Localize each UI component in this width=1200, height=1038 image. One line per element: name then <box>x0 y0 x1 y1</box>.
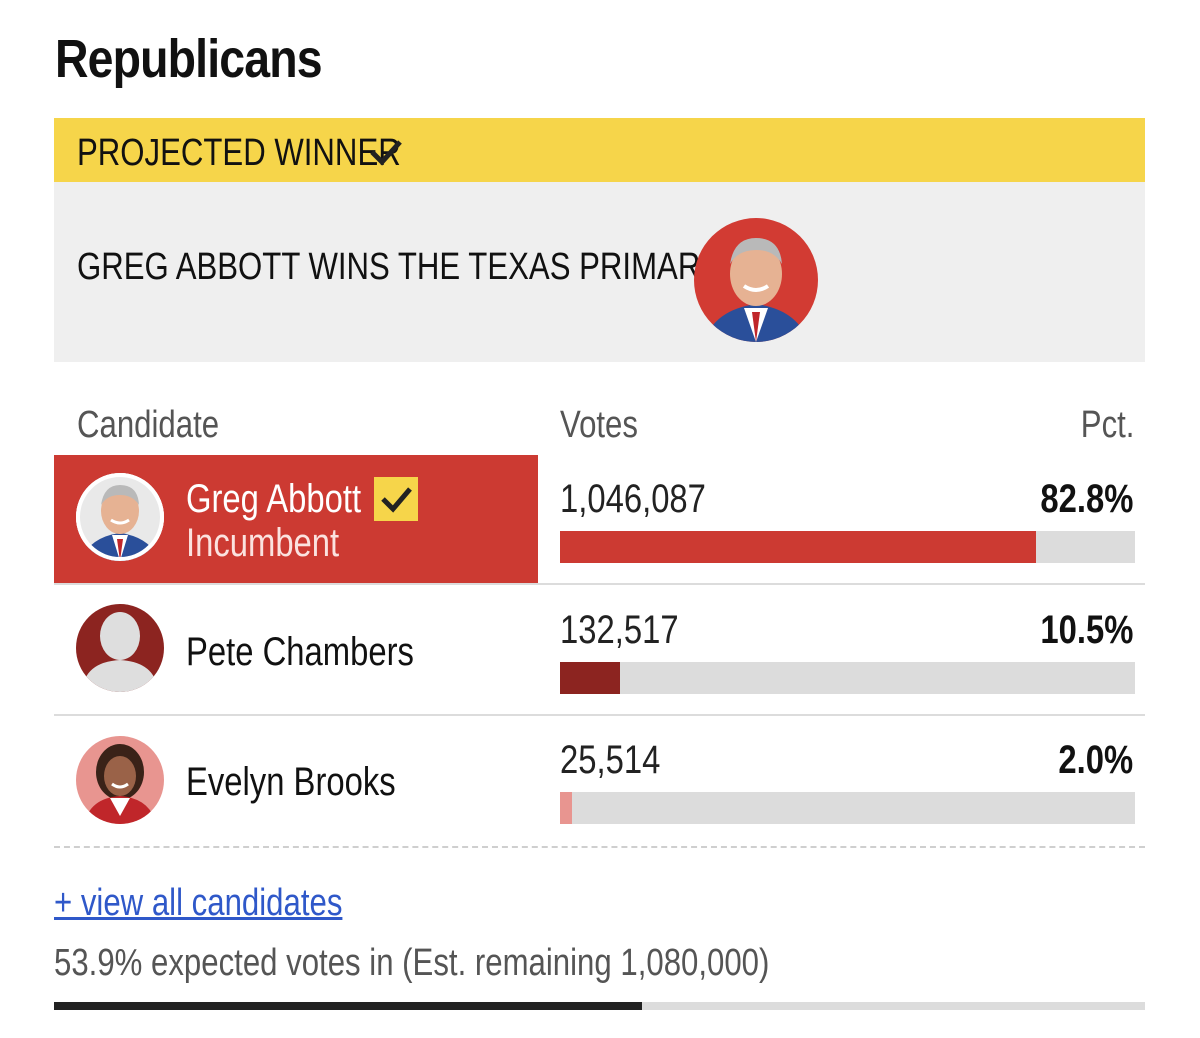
avatar <box>76 604 164 692</box>
dashed-divider <box>54 846 1145 848</box>
vote-count: 132,517 <box>560 608 679 652</box>
expected-votes-progress <box>54 1002 1145 1010</box>
avatar <box>76 736 164 824</box>
vote-share-bar <box>560 662 1135 694</box>
votes-column-header: Votes <box>560 404 638 446</box>
row-divider <box>54 714 1145 716</box>
projected-winner-label: PROJECTED WINNER <box>77 132 401 174</box>
vote-percent: 10.5% <box>1039 608 1133 652</box>
vote-count: 1,046,087 <box>560 477 706 521</box>
headline-box: GREG ABBOTT WINS THE TEXAS PRIMARY <box>54 182 1145 362</box>
checkmark-icon <box>370 140 402 166</box>
vote-share-fill <box>560 792 572 824</box>
projected-winner-banner: PROJECTED WINNER <box>54 118 1145 182</box>
vote-share-bar <box>560 792 1135 824</box>
vote-share-fill <box>560 662 620 694</box>
expected-votes-progress-fill <box>54 1002 642 1010</box>
party-title: Republicans <box>55 29 323 89</box>
pct-column-header: Pct. <box>1080 404 1134 446</box>
candidate-name: Pete Chambers <box>186 630 414 674</box>
candidate-name: Greg Abbott <box>186 477 362 521</box>
vote-share-bar <box>560 531 1135 563</box>
candidate-row: Evelyn Brooks 25,514 2.0% <box>54 716 1145 846</box>
vote-count: 25,514 <box>560 738 661 782</box>
winner-photo <box>694 218 818 342</box>
row-divider <box>54 583 1145 585</box>
candidate-row: Greg Abbott Incumbent 1,046,087 82.8% <box>54 455 1145 585</box>
view-all-candidates-link[interactable]: + view all candidates <box>54 882 343 924</box>
vote-share-fill <box>560 531 1036 563</box>
expected-votes-text: 53.9% expected votes in (Est. remaining … <box>54 942 770 984</box>
vote-percent: 2.0% <box>1058 738 1133 782</box>
vote-percent: 82.8% <box>1039 477 1133 521</box>
winner-check-badge <box>374 477 418 521</box>
checkmark-icon <box>381 487 412 513</box>
avatar <box>76 473 164 561</box>
candidate-column-header: Candidate <box>77 404 220 446</box>
candidate-subtitle: Incumbent <box>186 521 340 565</box>
candidate-name: Evelyn Brooks <box>186 760 396 804</box>
winner-headline: GREG ABBOTT WINS THE TEXAS PRIMARY <box>77 246 721 288</box>
candidate-row: Pete Chambers 132,517 10.5% <box>54 586 1145 716</box>
